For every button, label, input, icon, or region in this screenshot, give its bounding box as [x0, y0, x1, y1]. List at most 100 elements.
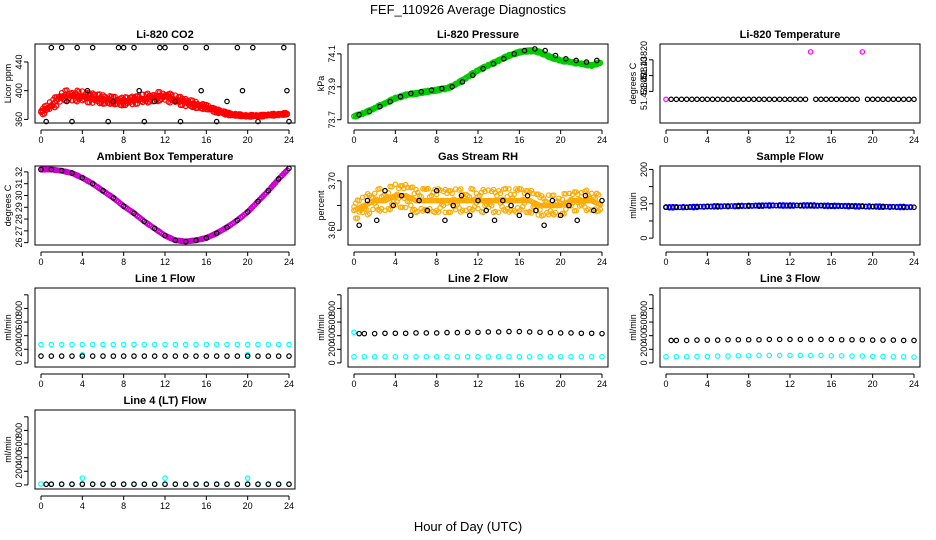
- data-point: [203, 44, 210, 51]
- data-point: [745, 352, 752, 359]
- y-tick-label: 73.7: [327, 111, 337, 129]
- plot-frame: [347, 287, 609, 368]
- data-point: [255, 481, 261, 488]
- data-point: [69, 353, 75, 359]
- data-point: [110, 195, 117, 201]
- data-point: [701, 204, 707, 210]
- data-point: [475, 353, 481, 360]
- y-tick-label: 360: [14, 112, 24, 127]
- data-point: [535, 212, 542, 218]
- data-point: [880, 337, 886, 343]
- data-point: [666, 204, 673, 211]
- data-point: [392, 330, 399, 337]
- y-tick-label: 29: [14, 202, 24, 212]
- data-point: [450, 202, 457, 209]
- data-point: [428, 87, 435, 93]
- data-point: [766, 352, 773, 359]
- x-tick-label: 16: [201, 257, 211, 267]
- y-axis-label: ml/min: [3, 314, 13, 341]
- data-point: [864, 96, 871, 103]
- data-point: [151, 225, 158, 232]
- x-tick-label: 20: [243, 257, 253, 267]
- data-point: [804, 203, 811, 209]
- data-point: [766, 96, 773, 103]
- data-point: [704, 203, 711, 210]
- data-point: [480, 65, 486, 72]
- data-point: [745, 336, 752, 343]
- y-tick-label: 600: [327, 315, 337, 330]
- data-point: [141, 118, 148, 125]
- x-tick-label: 8: [434, 257, 439, 267]
- data-point: [485, 353, 492, 360]
- y-tick-label: 400: [14, 450, 24, 465]
- data-point: [673, 337, 680, 344]
- data-point: [38, 481, 44, 487]
- plot-frame: [34, 165, 296, 246]
- series-1: [351, 181, 604, 221]
- x-tick-label: 24: [284, 501, 294, 511]
- x-tick-label: 0: [38, 379, 43, 389]
- data-point: [883, 203, 890, 210]
- x-tick-label: 24: [909, 379, 919, 389]
- data-point: [390, 202, 397, 209]
- panel-title: Line 2 Flow: [448, 273, 508, 285]
- data-point: [224, 481, 230, 488]
- data-point: [521, 47, 528, 54]
- x-tick-label: 4: [705, 379, 710, 389]
- data-point: [728, 203, 735, 209]
- data-point: [725, 336, 731, 343]
- data-point: [433, 187, 440, 194]
- data-point: [735, 352, 742, 359]
- data-point: [797, 96, 804, 103]
- data-point: [433, 191, 440, 198]
- panel-title: Line 4 (LT) Flow: [124, 395, 207, 407]
- data-point: [244, 475, 251, 481]
- data-point: [356, 222, 362, 229]
- data-point: [141, 481, 148, 488]
- data-point: [828, 203, 835, 209]
- y-tick-label: 200: [639, 342, 649, 357]
- data-point: [797, 336, 804, 343]
- data-point: [595, 192, 602, 198]
- data-point: [704, 353, 711, 360]
- x-tick-label: 16: [826, 257, 836, 267]
- x-tick-label: 12: [785, 379, 795, 389]
- data-point: [583, 187, 590, 194]
- data-point: [459, 79, 466, 85]
- data-point: [162, 44, 168, 51]
- x-tick-label: 24: [597, 379, 607, 389]
- data-point: [490, 60, 497, 67]
- data-point: [859, 336, 866, 343]
- x-tick-label: 0: [663, 135, 668, 145]
- data-point: [588, 207, 595, 213]
- data-point: [547, 329, 554, 336]
- data-point: [828, 352, 835, 359]
- data-point: [58, 481, 65, 488]
- data-point: [599, 197, 605, 204]
- data-point: [58, 167, 65, 174]
- y-tick-label: 0: [639, 360, 649, 365]
- data-point: [464, 353, 471, 360]
- series-1: [351, 329, 605, 360]
- x-tick-label: 24: [284, 379, 294, 389]
- data-point: [356, 111, 362, 118]
- data-point: [433, 330, 440, 336]
- data-point: [763, 202, 769, 209]
- data-point: [769, 202, 776, 209]
- data-point: [599, 330, 605, 337]
- series-2: [356, 46, 600, 118]
- x-tick-label: 4: [705, 257, 710, 267]
- data-point: [890, 337, 897, 343]
- data-point: [807, 352, 814, 359]
- y-tick-label: 400: [639, 328, 649, 343]
- data-point: [79, 341, 86, 348]
- data-point: [680, 203, 687, 210]
- data-point: [749, 202, 755, 209]
- data-point: [491, 217, 498, 224]
- data-point: [707, 203, 714, 210]
- data-point: [813, 96, 819, 103]
- data-point: [714, 337, 721, 343]
- data-point: [895, 96, 902, 103]
- data-point: [255, 198, 261, 205]
